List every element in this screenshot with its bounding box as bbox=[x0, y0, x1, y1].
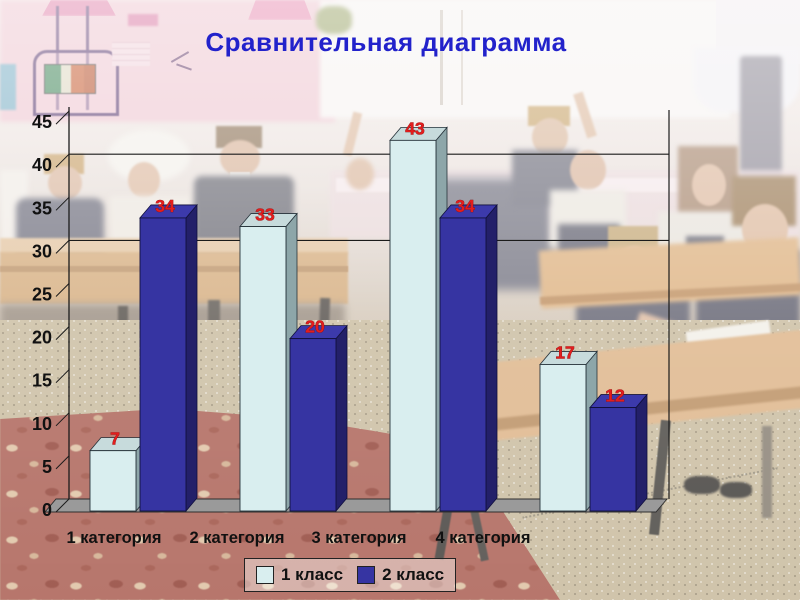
bar-2 класс-2 категория bbox=[289, 338, 337, 512]
value-axis-tick bbox=[55, 455, 70, 470]
bar-value-label: 20 bbox=[305, 317, 325, 337]
legend-item-2 класс: 2 класс bbox=[357, 565, 444, 585]
bar-value-label: 12 bbox=[605, 386, 625, 406]
bar-2 класс-1 категория bbox=[139, 217, 187, 512]
bar-value-label: 33 bbox=[255, 205, 275, 225]
bar-2 класс-3 категория bbox=[439, 217, 487, 512]
legend-label: 1 класс bbox=[281, 565, 344, 584]
chart-floor bbox=[44, 498, 668, 513]
value-axis-label: 15 bbox=[32, 371, 52, 391]
value-axis-label: 40 bbox=[32, 155, 52, 175]
bar-1 класс-4 категория bbox=[539, 364, 587, 512]
value-axis-tick bbox=[55, 196, 70, 211]
bar-value-label: 43 bbox=[405, 118, 425, 138]
value-axis-label: 30 bbox=[32, 241, 52, 261]
chart-legend: 1 класс 2 класс bbox=[244, 558, 457, 592]
bar-1 класс-1 категория bbox=[89, 450, 137, 512]
category-axis-label: 3 категория bbox=[311, 529, 406, 547]
bar-2 класс-4 категория bbox=[589, 407, 637, 512]
bar-side-face bbox=[185, 203, 198, 513]
value-axis-label: 10 bbox=[32, 414, 52, 434]
bar-1 класс-3 категория bbox=[389, 139, 437, 512]
value-axis-label: 35 bbox=[32, 198, 52, 218]
value-axis-tick bbox=[55, 412, 70, 427]
value-axis-tick bbox=[55, 498, 70, 513]
bar-value-label: 17 bbox=[555, 342, 574, 362]
legend-item-1 класс: 1 класс bbox=[256, 565, 343, 585]
category-axis-label: 1 категория bbox=[66, 529, 161, 547]
bar-side-face bbox=[335, 324, 348, 513]
category-axis-label: 4 категория bbox=[435, 529, 530, 547]
bar-value-label: 34 bbox=[155, 196, 175, 216]
legend-swatch bbox=[256, 566, 274, 584]
value-axis-label: 0 bbox=[42, 500, 52, 520]
value-axis-label: 25 bbox=[32, 285, 52, 305]
bar-value-label: 34 bbox=[455, 196, 475, 216]
slide-title: Сравнительная диаграмма bbox=[205, 27, 567, 57]
value-axis-label: 5 bbox=[42, 457, 52, 477]
value-axis-label: 20 bbox=[32, 328, 52, 348]
value-axis-tick bbox=[55, 326, 70, 340]
category-axis-label: 2 категория bbox=[189, 529, 284, 547]
bar-1 класс-2 категория bbox=[239, 226, 287, 512]
value-axis-tick bbox=[55, 153, 70, 168]
value-axis-tick bbox=[55, 240, 70, 254]
legend-label: 2 класс bbox=[382, 565, 445, 584]
bar-value-label: 7 bbox=[110, 429, 120, 449]
bar-side-face bbox=[635, 393, 648, 513]
value-axis-tick bbox=[55, 283, 70, 297]
bar-side-face bbox=[485, 203, 498, 513]
legend-swatch bbox=[357, 566, 376, 584]
value-axis-tick bbox=[55, 110, 70, 125]
value-axis-tick bbox=[55, 369, 70, 384]
value-axis-label: 45 bbox=[32, 112, 52, 132]
